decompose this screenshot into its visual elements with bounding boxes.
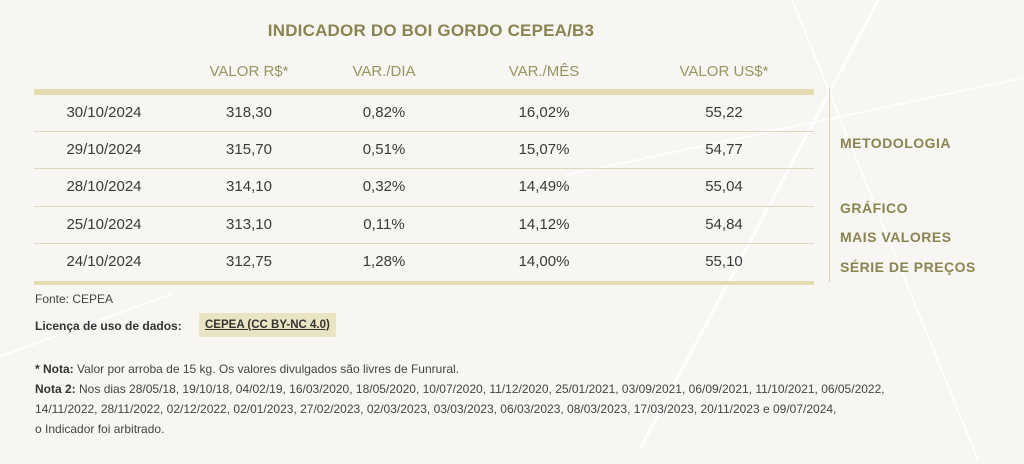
cell-date: 28/10/2024 (66, 178, 142, 196)
cell-var-dia: 0,82% (362, 104, 406, 121)
note-2-label: Nota 2: (35, 382, 76, 396)
cell-var-mes: 14,49% (518, 178, 570, 196)
note-2-line-2: 14/11/2022, 28/11/2022, 02/12/2022, 02/0… (35, 402, 837, 416)
cell-var-mes: 14,12% (518, 215, 570, 233)
table-row: 28/10/2024 314,10 0,32% 14,49% 55,04 (34, 169, 814, 207)
license-link[interactable]: CEPEA (CC BY-NC 4.0) (199, 313, 336, 337)
cell-var-mes: 15,07% (518, 141, 570, 159)
cell-valor-us: 54,84 (705, 215, 743, 233)
table-row: 29/10/2024 315,70 0,51% 15,07% 54,77 (34, 132, 814, 170)
cell-var-dia: 0,51% (362, 141, 406, 159)
price-table: 30/10/2024 318,30 0,82% 16,02% 55,22 29/… (34, 95, 814, 280)
cell-valor-us: 55,22 (705, 104, 743, 121)
cell-valor-rs: 314,10 (226, 178, 272, 196)
cell-var-mes: 14,00% (518, 252, 570, 270)
table-header: VALOR R$* VAR./DIA VAR./MÊS VALOR US$* (34, 63, 814, 83)
cell-valor-us: 55,10 (705, 252, 743, 270)
cell-var-dia: 0,11% (363, 215, 405, 233)
cell-date: 24/10/2024 (66, 252, 142, 270)
cell-valor-rs: 312,75 (226, 252, 272, 270)
column-header-valor-us: VALOR US$* (679, 63, 769, 80)
cell-valor-rs: 315,70 (226, 141, 272, 159)
side-divider (829, 88, 830, 282)
cell-valor-rs: 318,30 (226, 104, 272, 121)
footer-divider (34, 281, 814, 285)
cell-var-dia: 1,28% (362, 252, 406, 270)
table-row: 25/10/2024 313,10 0,11% 14,12% 54,84 (34, 207, 814, 244)
cell-date: 25/10/2024 (66, 215, 142, 233)
header-divider (34, 89, 814, 95)
cell-date: 29/10/2024 (66, 141, 142, 159)
cell-valor-rs: 313,10 (226, 215, 272, 233)
page-title: INDICADOR DO BOI GORDO CEPEA/B3 (267, 21, 595, 40)
table-row: 24/10/2024 312,75 1,28% 14,00% 55,10 (34, 244, 814, 280)
note-1-text: Valor por arroba de 15 kg. Os valores di… (77, 362, 459, 376)
mais-valores-link[interactable]: MAIS VALORES (840, 229, 952, 245)
license-label: Licença de uso de dados: (35, 319, 182, 333)
column-header-var-mes: VAR./MÊS (508, 63, 580, 80)
cell-var-mes: 16,02% (518, 104, 570, 121)
cell-var-dia: 0,32% (362, 178, 406, 196)
source-text: Fonte: CEPEA (35, 292, 114, 306)
serie-de-precos-link[interactable]: SÉRIE DE PREÇOS (840, 259, 976, 275)
grafico-link[interactable]: GRÁFICO (840, 200, 909, 216)
note-2: Nota 2: Nos dias 28/05/18, 19/10/18, 04/… (35, 380, 885, 400)
cell-date: 30/10/2024 (66, 104, 142, 121)
note-1-label: * Nota: (35, 362, 74, 376)
cell-valor-us: 54,77 (705, 141, 743, 159)
cell-valor-us: 55,04 (705, 178, 743, 196)
note-1: * Nota: Valor por arroba de 15 kg. Os va… (35, 360, 459, 380)
note-2-line-1: Nos dias 28/05/18, 19/10/18, 04/02/19, 1… (79, 382, 885, 396)
note-2-line-3: o Indicador foi arbitrado. (35, 422, 165, 436)
column-header-var-dia: VAR./DIA (352, 63, 416, 80)
table-row: 30/10/2024 318,30 0,82% 16,02% 55,22 (34, 95, 814, 133)
column-header-valor-rs: VALOR R$* (209, 63, 289, 80)
metodologia-link[interactable]: METODOLOGIA (840, 135, 952, 151)
